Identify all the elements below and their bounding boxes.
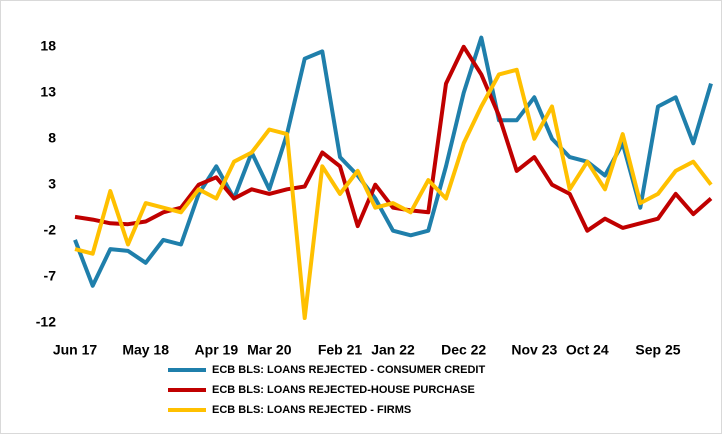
line-series	[73, 35, 713, 288]
x-tick-label: Jun 17	[53, 342, 98, 358]
line-series	[74, 44, 713, 233]
y-tick-label: 3	[48, 175, 56, 191]
x-tick-label: Apr 19	[195, 342, 239, 358]
legend-label: ECB BLS: LOANS REJECTED-HOUSE PURCHASE	[212, 384, 475, 396]
y-tick-label: 8	[48, 129, 56, 145]
legend-label: ECB BLS: LOANS REJECTED - FIRMS	[212, 404, 411, 416]
line-series	[74, 67, 713, 320]
y-tick-label: 13	[40, 83, 56, 99]
legend-label: ECB BLS: LOANS REJECTED - CONSUMER CREDI…	[212, 364, 485, 376]
x-tick-label: Oct 24	[566, 342, 609, 358]
x-tick-label: Nov 23	[511, 342, 557, 358]
x-tick-label: May 18	[122, 342, 169, 358]
x-tick-label: Sep 25	[635, 342, 680, 358]
x-tick-label: Feb 21	[318, 342, 363, 358]
y-tick-label: -12	[36, 313, 56, 329]
x-tick-label: Jan 22	[371, 342, 415, 358]
y-tick-label: -7	[44, 267, 57, 283]
x-tick-label: Mar 20	[247, 342, 292, 358]
y-tick-label: -2	[44, 221, 57, 237]
y-tick-label: 18	[40, 37, 56, 53]
x-tick-label: Dec 22	[441, 342, 486, 358]
